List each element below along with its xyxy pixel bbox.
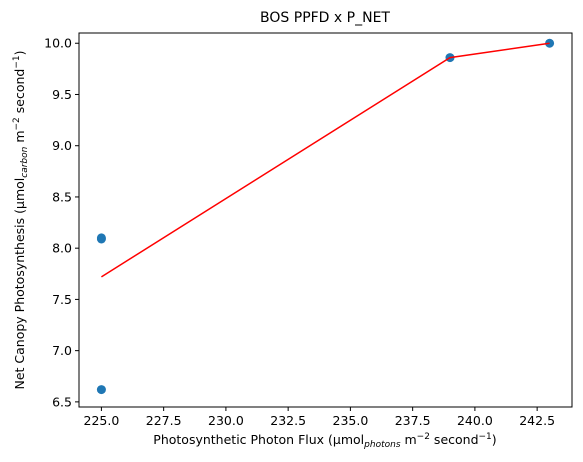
- y-axis-label-sub: carbon: [20, 146, 30, 177]
- y-tick-label: 6.5: [52, 394, 72, 409]
- x-tick-label: 225.0: [84, 413, 120, 428]
- y-tick-label: 8.5: [52, 189, 72, 204]
- x-axis-label-mid2: second: [430, 432, 479, 447]
- chart-title: BOS PPFD x P_NET: [260, 10, 390, 26]
- x-axis-label-post: ): [492, 432, 497, 447]
- scatter-point: [96, 233, 106, 243]
- x-axis-label-sup2: −1: [479, 432, 492, 442]
- y-tick-label: 9.0: [52, 138, 72, 153]
- x-axis-label-sub: photons: [363, 440, 401, 450]
- y-tick-label: 7.0: [52, 343, 72, 358]
- y-axis-label-mid2: second: [12, 69, 27, 118]
- y-tick-label: 7.5: [52, 292, 72, 307]
- y-axis-label-pre: Net Canopy Photosynthesis (µmol: [12, 178, 27, 390]
- x-axis-label-pre: Photosynthetic Photon Flux (µmol: [153, 432, 364, 447]
- y-axis-label: Net Canopy Photosynthesis (µmolcarbon m−…: [12, 50, 30, 389]
- x-axis-label: Photosynthetic Photon Flux (µmolphotons …: [153, 432, 496, 450]
- plot-marks: [96, 38, 555, 395]
- scatter-point: [545, 38, 555, 48]
- fit-line: [101, 42, 550, 278]
- x-tick-label: 227.5: [146, 413, 182, 428]
- y-axis-ticks: 6.5 7.0 7.5 8.0 8.5 9.0 9.5 10.0: [44, 36, 79, 409]
- y-axis-label-post: ): [12, 50, 27, 55]
- x-tick-label: 235.0: [333, 413, 369, 428]
- y-axis-label-mid: m: [12, 130, 27, 146]
- x-axis-ticks: 225.0 227.5 230.0 232.5 235.0 237.5 240.0 242.5: [84, 407, 555, 428]
- scatter-point: [96, 385, 106, 395]
- y-tick-label: 10.0: [44, 36, 72, 51]
- x-tick-label: 230.0: [208, 413, 244, 428]
- x-tick-label: 240.0: [457, 413, 493, 428]
- y-tick-label: 9.5: [52, 87, 72, 102]
- x-tick-label: 242.5: [519, 413, 555, 428]
- x-tick-label: 237.5: [395, 413, 431, 428]
- y-axis-label-sup1: −2: [12, 117, 22, 130]
- x-axis-label-sup1: −2: [417, 432, 430, 442]
- y-axis-label-sup2: −1: [12, 55, 22, 68]
- plot-frame: [78, 32, 573, 408]
- x-tick-label: 232.5: [270, 413, 306, 428]
- x-axis-label-mid: m: [401, 432, 417, 447]
- y-tick-label: 8.0: [52, 241, 72, 256]
